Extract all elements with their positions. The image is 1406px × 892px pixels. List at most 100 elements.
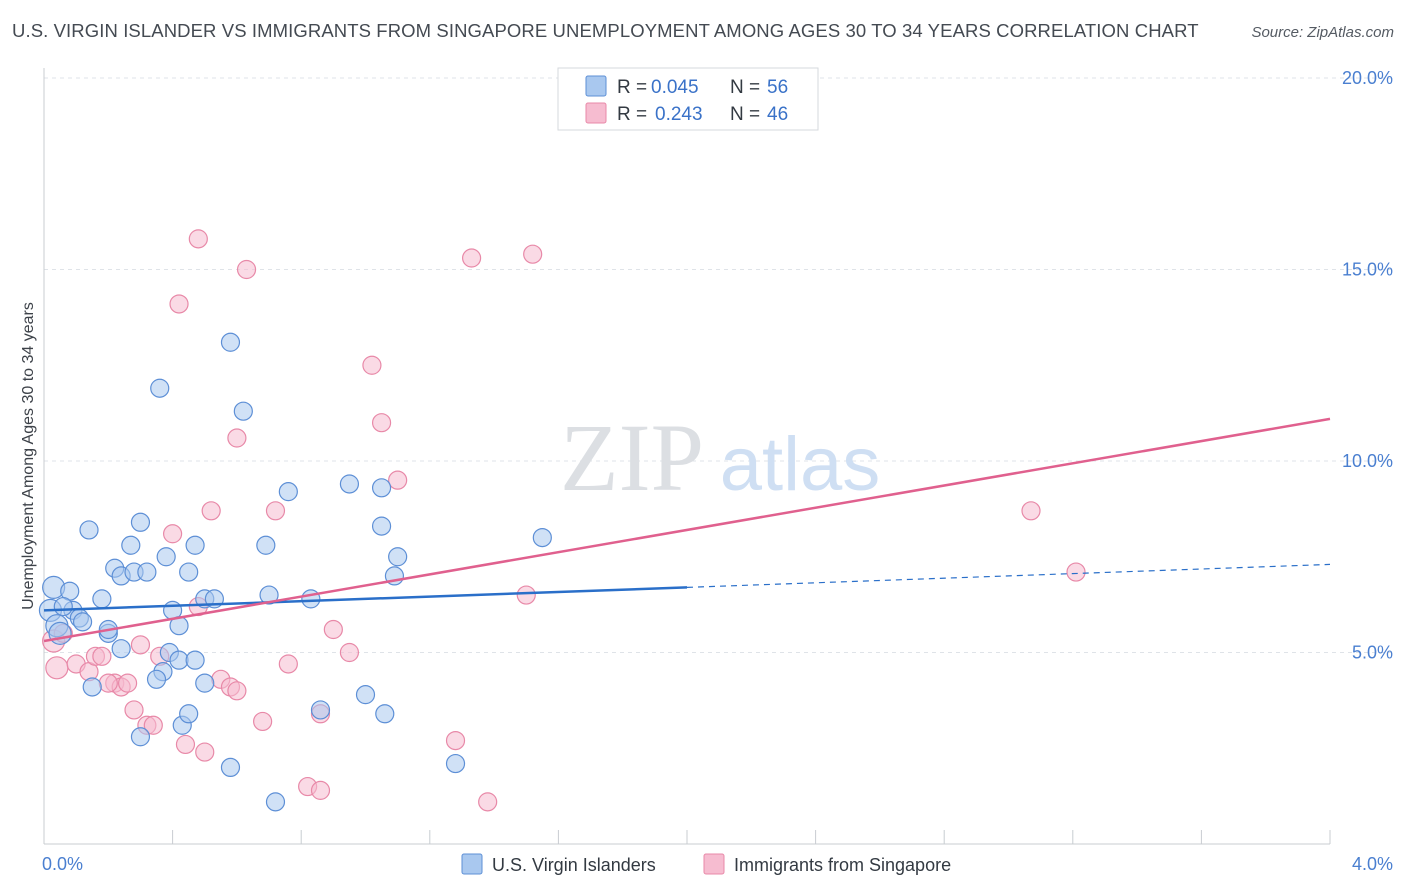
point-0-50 [310, 700, 331, 720]
point-1-16 [169, 294, 189, 314]
stats-legend: R = 0.045 N = 56 R = 0.243 N = 46 [557, 67, 819, 131]
point-1-23 [236, 259, 257, 280]
legend-n-label-1: N = [730, 77, 760, 98]
point-0-36 [111, 639, 131, 659]
point-0-20 [179, 562, 199, 582]
point-1-21 [227, 681, 247, 701]
point-0-30 [339, 474, 360, 494]
point-0-44 [146, 669, 167, 689]
bottom-legend-label-pink: Immigrants from Singapore [734, 855, 951, 875]
point-1-45 [98, 673, 118, 693]
point-0-53 [445, 753, 466, 774]
point-1-29 [323, 619, 343, 640]
legend-r-value-2: 0.243 [655, 104, 703, 125]
point-1-24 [253, 711, 273, 732]
point-0-40 [185, 650, 205, 670]
bottom-legend-swatch-pink [703, 853, 725, 875]
point-1-43 [195, 742, 215, 762]
point-1-30 [339, 642, 360, 663]
legend-r-label-1: R = [617, 77, 647, 98]
legend-swatch-pink [585, 102, 607, 124]
point-1-35 [461, 248, 482, 268]
point-0-6 [48, 621, 72, 645]
point-1-32 [371, 413, 392, 433]
watermark-zip: ZIP [560, 404, 704, 511]
source-label: Source: ZipAtlas.com [1251, 24, 1394, 41]
point-0-24 [220, 332, 241, 352]
point-1-26 [278, 654, 298, 674]
point-0-31 [371, 478, 392, 498]
legend-r-value-1: 0.045 [651, 77, 699, 98]
point-0-27 [259, 585, 279, 605]
point-0-26 [256, 535, 276, 555]
point-0-7 [79, 520, 99, 540]
point-1-25 [265, 501, 286, 521]
tick-labels: 5.0% 10.0% 15.0% 20.0% 0.0% 4.0% [42, 68, 1393, 874]
legend-swatch-blue [585, 75, 607, 97]
watermark: ZIP atlas [560, 404, 880, 511]
point-0-33 [388, 547, 408, 567]
series-singapore-points [42, 229, 1086, 812]
point-0-39 [169, 650, 189, 670]
point-0-12 [121, 535, 141, 555]
y-tick-label-1: 10.0% [1342, 451, 1393, 471]
trend-line-singapore [43, 417, 1331, 643]
point-1-36 [478, 792, 498, 812]
y-tick-label-2: 15.0% [1342, 260, 1393, 280]
point-1-28 [310, 780, 331, 800]
point-0-21 [185, 535, 205, 555]
point-0-49 [265, 792, 286, 812]
point-1-39 [1021, 501, 1041, 521]
point-1-37 [516, 585, 536, 605]
point-0-45 [130, 727, 151, 747]
trend-line-virgin-islanders-projection [686, 563, 1331, 588]
legend-n-value-2: 46 [767, 104, 788, 125]
x-tick-label-1: 4.0% [1352, 854, 1393, 874]
point-0-32 [371, 516, 392, 536]
point-0-48 [220, 757, 241, 778]
bottom-legend-label-blue: U.S. Virgin Islanders [492, 855, 656, 875]
point-0-41 [195, 673, 215, 693]
point-0-51 [355, 685, 376, 705]
point-1-22 [227, 428, 247, 448]
point-0-54 [53, 596, 73, 617]
series-legend: U.S. Virgin Islanders Immigrants from Si… [461, 853, 951, 875]
point-1-41 [175, 734, 196, 755]
y-tick-label-3: 20.0% [1342, 68, 1393, 88]
point-1-13 [143, 715, 163, 735]
point-0-25 [233, 401, 253, 421]
series-virgin-islanders-points [38, 332, 552, 812]
point-0-14 [130, 512, 151, 532]
x-tick-label-0: 0.0% [42, 854, 83, 874]
point-0-17 [150, 378, 170, 398]
chart-title: U.S. VIRGIN ISLANDER VS IMMIGRANTS FROM … [12, 20, 1199, 41]
point-0-35 [532, 527, 552, 548]
point-1-2 [45, 656, 69, 680]
point-1-11 [130, 635, 151, 655]
legend-n-value-1: 56 [767, 77, 788, 98]
axes [43, 68, 1331, 845]
point-1-10 [124, 700, 144, 720]
point-1-34 [445, 730, 466, 751]
trend-lines [43, 417, 1331, 643]
point-1-38 [523, 244, 543, 264]
point-1-9 [117, 673, 138, 693]
point-0-16 [156, 547, 176, 567]
point-1-33 [388, 470, 408, 490]
point-1-31 [362, 355, 382, 375]
point-0-55 [72, 612, 93, 632]
point-0-28 [278, 482, 298, 502]
point-0-47 [179, 704, 199, 724]
point-1-18 [201, 501, 221, 521]
point-1-40 [1066, 562, 1086, 582]
point-1-6 [92, 646, 112, 666]
point-0-8 [92, 589, 112, 609]
legend-n-label-2: N = [730, 104, 760, 125]
point-1-15 [163, 524, 183, 544]
grid-lines [44, 77, 1392, 653]
y-tick-label-0: 5.0% [1352, 643, 1393, 663]
watermark-atlas: atlas [720, 422, 881, 507]
legend-r-label-2: R = [617, 104, 647, 125]
point-0-52 [375, 704, 395, 724]
